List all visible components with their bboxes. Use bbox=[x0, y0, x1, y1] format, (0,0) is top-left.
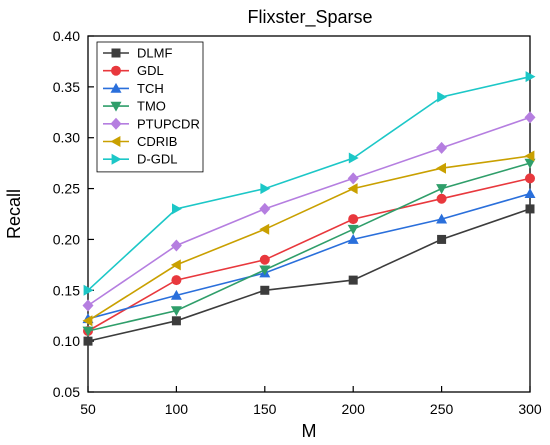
series-line-d-gdl bbox=[87, 75, 531, 291]
data-point-tmo bbox=[170, 306, 182, 317]
y-tick-label: 0.30 bbox=[53, 130, 80, 146]
y-tick-label: 0.40 bbox=[53, 28, 80, 44]
data-point-cdrib bbox=[347, 183, 358, 195]
series-d-gdl bbox=[83, 71, 536, 296]
data-point-tmo bbox=[347, 224, 359, 235]
data-point-cdrib bbox=[259, 223, 270, 235]
legend-marker bbox=[110, 136, 121, 147]
data-point-tch bbox=[524, 188, 536, 199]
data-point-gdl bbox=[436, 193, 447, 204]
legend-marker bbox=[110, 82, 122, 93]
y-tick-label: 0.05 bbox=[53, 384, 80, 400]
plot-area-frame bbox=[87, 35, 531, 393]
data-point-ptupcdr bbox=[524, 111, 536, 124]
legend-label: D-GDL bbox=[137, 152, 177, 167]
legend-item-dlmf: DLMF bbox=[103, 46, 172, 61]
data-point-tmo bbox=[82, 326, 94, 337]
legend: DLMF GDL TCH TMO PTUPCDR CDRIB D-GDL bbox=[96, 41, 204, 173]
legend-marker bbox=[110, 117, 122, 130]
legend-label: TMO bbox=[137, 99, 166, 114]
data-point-d-gdl bbox=[525, 71, 536, 83]
data-point-tch bbox=[170, 289, 182, 300]
legend-item-cdrib: CDRIB bbox=[103, 134, 177, 149]
chart-title: Flixster_Sparse bbox=[247, 7, 372, 28]
series-line-gdl bbox=[87, 177, 531, 332]
y-tick-label: 0.35 bbox=[53, 79, 80, 95]
series-cdrib bbox=[82, 150, 535, 327]
x-tick-label: 100 bbox=[165, 401, 189, 417]
data-point-cdrib bbox=[436, 162, 446, 174]
series-tmo bbox=[82, 158, 536, 337]
legend-item-gdl: GDL bbox=[103, 63, 164, 78]
legend-label: TCH bbox=[137, 81, 164, 96]
data-point-gdl bbox=[348, 214, 359, 225]
legend-item-d-gdl: D-GDL bbox=[103, 152, 177, 167]
y-tick-label: 0.15 bbox=[53, 282, 80, 298]
legend-marker bbox=[110, 101, 122, 112]
data-point-dlmf bbox=[348, 275, 358, 285]
data-point-dlmf bbox=[525, 204, 535, 214]
x-tick-label: 200 bbox=[342, 401, 366, 417]
data-point-cdrib bbox=[524, 150, 535, 162]
legend-label: DLMF bbox=[137, 46, 172, 61]
series-line-cdrib bbox=[87, 155, 531, 322]
data-point-ptupcdr bbox=[170, 239, 182, 252]
x-tick-label: 50 bbox=[80, 401, 96, 417]
data-point-ptupcdr bbox=[347, 172, 359, 185]
legend-item-ptupcdr: PTUPCDR bbox=[103, 116, 200, 131]
data-point-d-gdl bbox=[260, 183, 271, 195]
y-axis-title: Recall bbox=[4, 189, 24, 239]
x-axis-title: M bbox=[302, 421, 317, 441]
data-point-gdl bbox=[259, 254, 270, 265]
data-point-ptupcdr bbox=[436, 141, 448, 154]
data-point-tmo bbox=[524, 158, 536, 169]
legend-marker bbox=[111, 65, 121, 76]
data-point-d-gdl bbox=[348, 152, 359, 164]
series-gdl bbox=[83, 173, 535, 336]
legend-item-tch: TCH bbox=[103, 81, 164, 96]
data-point-tmo bbox=[436, 184, 448, 195]
legend-label: GDL bbox=[137, 63, 164, 78]
data-point-cdrib bbox=[170, 259, 181, 271]
data-point-ptupcdr bbox=[82, 299, 94, 312]
series-layer bbox=[82, 71, 536, 346]
series-line-tmo bbox=[87, 162, 531, 332]
series-line-dlmf bbox=[87, 208, 531, 342]
data-point-gdl bbox=[171, 275, 182, 286]
y-tick-label: 0.25 bbox=[53, 181, 80, 197]
data-point-ptupcdr bbox=[259, 202, 271, 215]
x-tick-label: 250 bbox=[430, 401, 454, 417]
legend-marker bbox=[111, 48, 121, 58]
series-line-ptupcdr bbox=[87, 116, 531, 307]
data-point-gdl bbox=[525, 173, 535, 184]
data-point-dlmf bbox=[260, 285, 270, 295]
series-line-tch bbox=[87, 192, 531, 320]
data-point-d-gdl bbox=[437, 91, 448, 103]
data-point-d-gdl bbox=[83, 284, 94, 296]
legend-marker bbox=[111, 153, 122, 165]
data-point-dlmf bbox=[83, 336, 93, 346]
data-point-dlmf bbox=[171, 316, 181, 326]
data-point-cdrib bbox=[82, 315, 93, 327]
y-tick-label: 0.10 bbox=[53, 333, 80, 349]
data-point-tmo bbox=[259, 265, 271, 276]
data-point-dlmf bbox=[437, 234, 447, 244]
legend-label: PTUPCDR bbox=[137, 116, 200, 131]
legend-label: CDRIB bbox=[137, 134, 177, 149]
x-tick-label: 300 bbox=[518, 401, 542, 417]
y-tick-label: 0.20 bbox=[53, 231, 80, 247]
data-point-tch bbox=[436, 213, 448, 224]
series-dlmf bbox=[83, 204, 535, 346]
legend-item-tmo: TMO bbox=[103, 99, 166, 114]
series-ptupcdr bbox=[82, 111, 536, 312]
data-point-d-gdl bbox=[172, 203, 182, 215]
data-point-tch bbox=[347, 233, 359, 244]
x-tick-label: 150 bbox=[253, 401, 277, 417]
